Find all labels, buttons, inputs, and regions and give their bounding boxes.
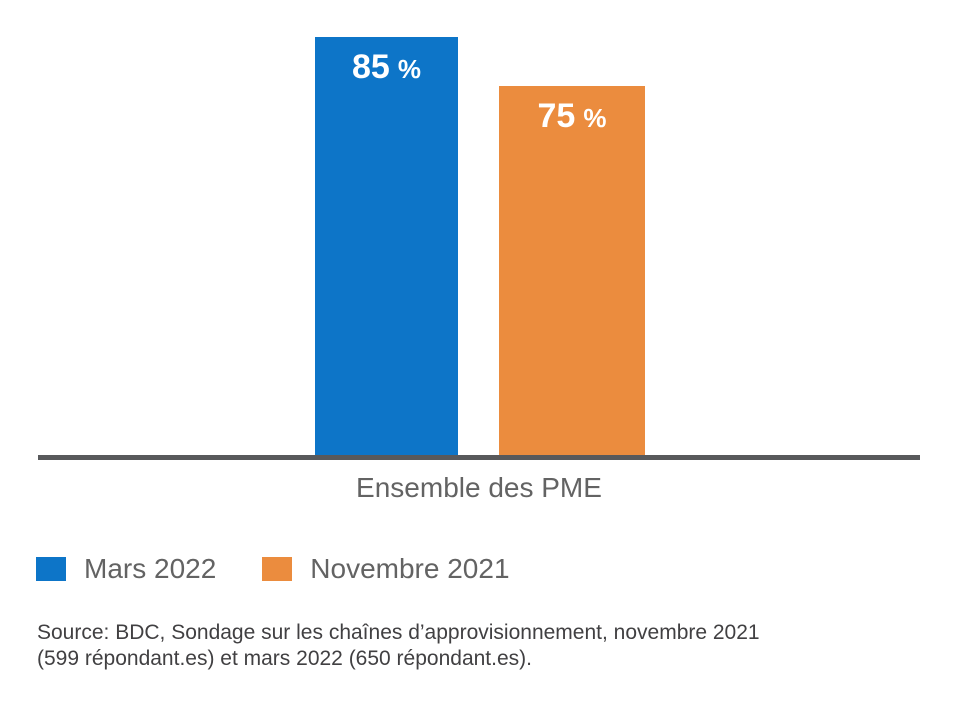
legend-item-mars-2022: Mars 2022 [36,553,216,585]
source-note: Source: BDC, Sondage sur les chaînes d’a… [37,620,760,672]
bar-chart-plot: 85% 75% [38,37,920,460]
legend-swatch-mars-2022 [36,557,66,581]
bar-value-label: 75% [538,97,607,136]
bar-value: 75 [537,97,576,135]
chart-legend: Mars 2022 Novembre 2021 [36,553,510,585]
percent-sign: % [397,54,421,84]
legend-label: Novembre 2021 [310,553,510,584]
bar-mars-2022: 85% [315,37,458,455]
source-line-1: Source: BDC, Sondage sur les chaînes d’a… [37,621,760,644]
bar-novembre-2021: 75% [499,86,645,455]
bar-value: 85 [352,48,390,86]
legend-swatch-novembre-2021 [262,557,293,581]
legend-item-novembre-2021: Novembre 2021 [262,553,510,585]
percent-sign: % [583,103,607,133]
legend-label: Mars 2022 [84,553,217,584]
x-axis-category-label: Ensemble des PME [356,472,602,503]
source-line-2: (599 répondant.es) et mars 2022 (650 rép… [37,647,532,670]
x-axis-line [38,455,920,460]
bar-value-label: 85% [352,48,421,87]
